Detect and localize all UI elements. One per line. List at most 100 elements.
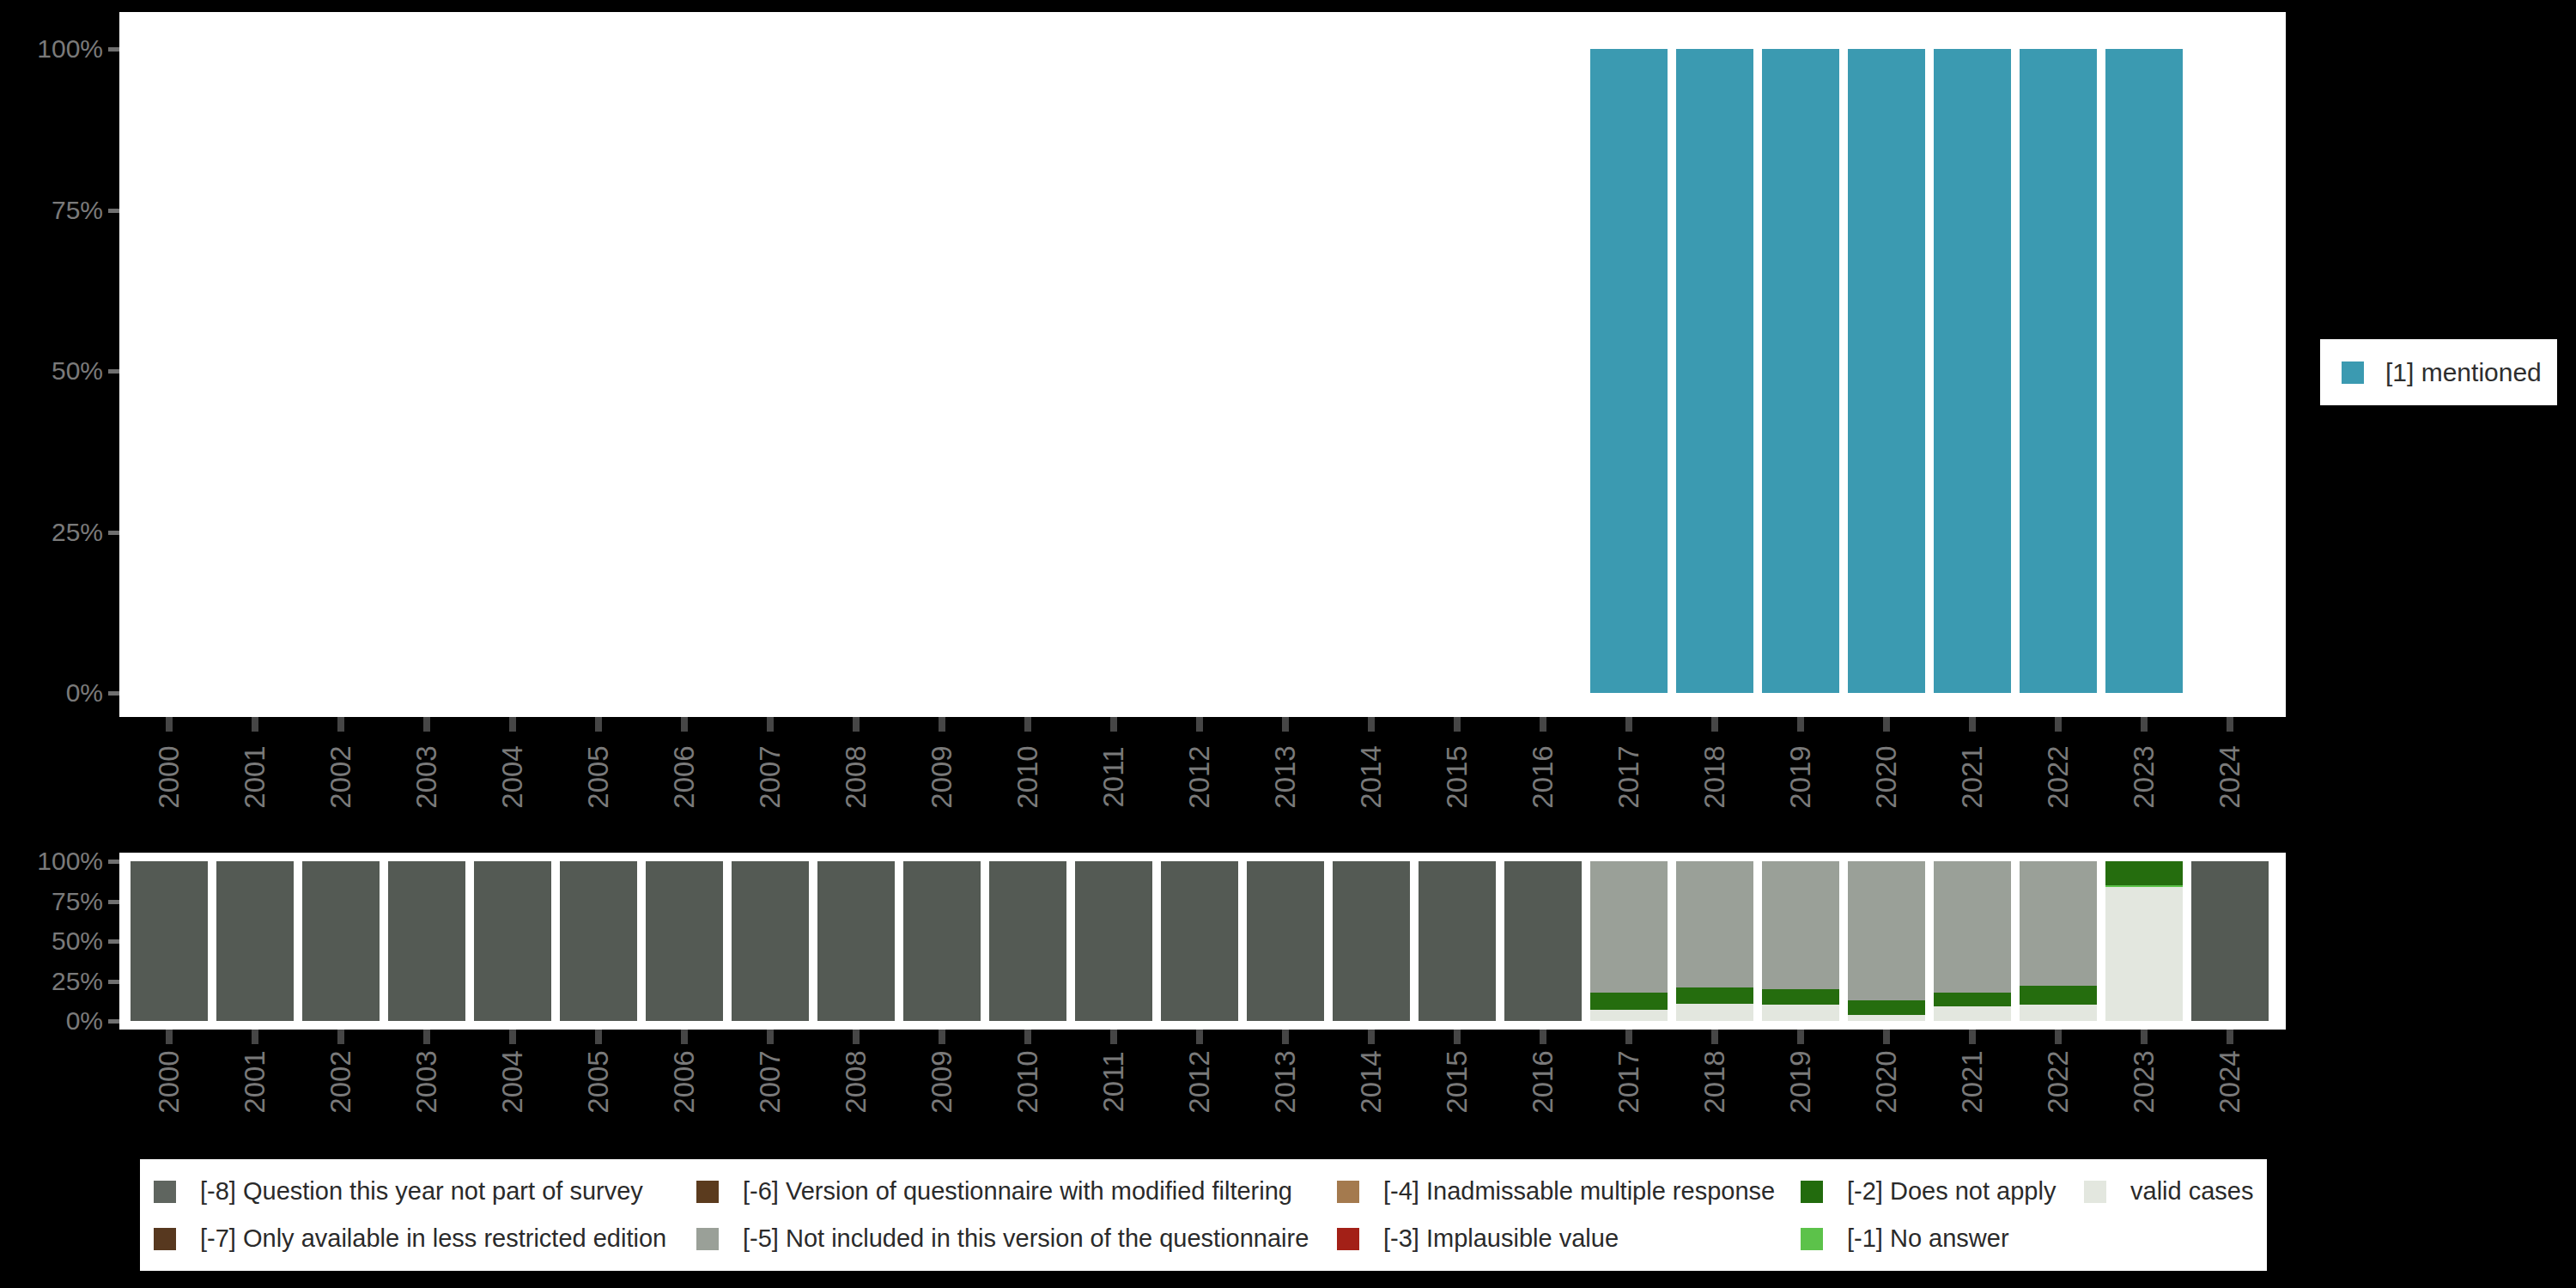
x-axis-year-label: 2007 xyxy=(756,726,785,829)
bar-segment-2018 xyxy=(1676,987,1753,1004)
x-axis-year-label: 2015 xyxy=(1443,1030,1472,1133)
legend-swatch xyxy=(154,1181,176,1203)
x-axis-year-label: 2021 xyxy=(1958,726,1987,829)
x-axis-year-label: 2004 xyxy=(498,726,527,829)
y-axis-tick-label: 75% xyxy=(0,889,103,914)
legend-item: [-2] Does not apply xyxy=(1801,1168,2084,1215)
bar-segment-2018 xyxy=(1676,1004,1753,1021)
bar-segment-2008 xyxy=(817,861,895,1021)
bar-segment-2023 xyxy=(2105,861,2183,885)
y-axis-tick-label: 100% xyxy=(0,36,103,62)
legend-item: [-6] Version of questionnaire with modif… xyxy=(696,1168,1337,1215)
x-axis-year-label: 2019 xyxy=(1786,726,1815,829)
x-axis-year-label: 2016 xyxy=(1528,726,1558,829)
x-axis-year-label: 2022 xyxy=(2044,1030,2073,1133)
bar-segment-2022 xyxy=(2020,861,2097,986)
y-axis-tick-label: 0% xyxy=(0,1008,103,1034)
bar-segment-2021 xyxy=(1934,49,2011,693)
legend-swatch xyxy=(1801,1181,1823,1203)
bar-segment-2019 xyxy=(1762,49,1839,693)
x-axis-year-label: 2002 xyxy=(326,726,355,829)
bar-segment-2022 xyxy=(2020,1005,2097,1021)
x-axis-year-label: 2001 xyxy=(240,726,270,829)
bar-segment-2017 xyxy=(1590,49,1668,693)
bar-segment-2017 xyxy=(1590,1010,1668,1021)
x-axis-year-label: 2013 xyxy=(1271,726,1300,829)
values-chart-panel xyxy=(119,12,2286,717)
bar-segment-2023 xyxy=(2105,887,2183,1021)
legend-label: [-8] Question this year not part of surv… xyxy=(200,1177,643,1206)
bar-segment-2015 xyxy=(1419,861,1496,1021)
bar-segment-2004 xyxy=(474,861,551,1021)
bar-segment-2003 xyxy=(388,861,465,1021)
x-axis-year-label: 2008 xyxy=(841,726,871,829)
legend-item: [-8] Question this year not part of surv… xyxy=(154,1168,696,1215)
y-axis-tick xyxy=(108,900,119,904)
x-axis-year-label: 2012 xyxy=(1185,1030,1214,1133)
legend-swatch xyxy=(696,1181,719,1203)
x-axis-year-label: 2014 xyxy=(1357,1030,1386,1133)
bar-segment-2007 xyxy=(732,861,809,1021)
legend-item: [-1] No answer xyxy=(1801,1215,2084,1262)
x-axis-year-label: 2006 xyxy=(670,726,699,829)
legend-label: [-1] No answer xyxy=(1847,1224,2009,1253)
legend-item: [-4] Inadmissable multiple response xyxy=(1337,1168,1801,1215)
x-axis-year-label: 2018 xyxy=(1700,1030,1729,1133)
bar-segment-2022 xyxy=(2020,49,2097,693)
x-axis-year-label: 2021 xyxy=(1958,1030,1987,1133)
x-axis-year-label: 2004 xyxy=(498,1030,527,1133)
bar-segment-2018 xyxy=(1676,861,1753,987)
x-axis-year-label: 2014 xyxy=(1357,726,1386,829)
y-axis-tick xyxy=(108,209,119,213)
legend-label: [-3] Implausible value xyxy=(1383,1224,1619,1253)
x-axis-year-label: 2020 xyxy=(1872,726,1901,829)
bar-segment-2020 xyxy=(1848,1015,1925,1021)
x-axis-year-label: 2006 xyxy=(670,1030,699,1133)
bar-segment-2010 xyxy=(989,861,1066,1021)
bar-segment-2024 xyxy=(2191,861,2269,1021)
y-axis-tick-label: 25% xyxy=(0,519,103,545)
x-axis-year-label: 2000 xyxy=(155,1030,184,1133)
bar-segment-2016 xyxy=(1504,861,1582,1021)
x-axis-year-label: 2013 xyxy=(1271,1030,1300,1133)
legend-label: [-2] Does not apply xyxy=(1847,1177,2056,1206)
x-axis-year-label: 2005 xyxy=(584,1030,613,1133)
legend-label: [-6] Version of questionnaire with modif… xyxy=(743,1177,1292,1206)
y-axis-tick-label: 75% xyxy=(0,197,103,223)
bar-segment-2014 xyxy=(1333,861,1410,1021)
bar-segment-2017 xyxy=(1590,861,1668,993)
x-axis-year-label: 2020 xyxy=(1872,1030,1901,1133)
x-axis-year-label: 2008 xyxy=(841,1030,871,1133)
missings-legend: [-8] Question this year not part of surv… xyxy=(140,1159,2267,1271)
x-axis-year-label: 2023 xyxy=(2129,726,2159,829)
bar-segment-2020 xyxy=(1848,861,1925,1000)
x-axis-year-label: 2015 xyxy=(1443,726,1472,829)
bar-segment-2009 xyxy=(903,861,981,1021)
legend-swatch xyxy=(1337,1181,1359,1203)
y-axis-tick xyxy=(108,47,119,52)
y-axis-tick xyxy=(108,531,119,535)
y-axis-tick xyxy=(108,691,119,696)
x-axis-year-label: 2000 xyxy=(155,726,184,829)
y-axis-tick xyxy=(108,860,119,864)
bar-segment-2005 xyxy=(560,861,637,1021)
x-axis-year-label: 2016 xyxy=(1528,1030,1558,1133)
bar-segment-2000 xyxy=(131,861,208,1021)
bar-segment-2011 xyxy=(1075,861,1152,1021)
x-axis-year-label: 2003 xyxy=(412,1030,441,1133)
bar-segment-2021 xyxy=(1934,993,2011,1007)
x-axis-year-label: 2024 xyxy=(2215,1030,2245,1133)
x-axis-year-label: 2010 xyxy=(1013,726,1042,829)
legend-label: [-5] Not included in this version of the… xyxy=(743,1224,1309,1253)
values-chart-legend: [1] mentioned xyxy=(2320,339,2557,405)
x-axis-year-label: 2009 xyxy=(927,1030,957,1133)
y-axis-tick xyxy=(108,369,119,374)
legend-swatch xyxy=(154,1228,176,1250)
y-axis-tick xyxy=(108,980,119,984)
bar-segment-2023 xyxy=(2105,49,2183,693)
bar-segment-2019 xyxy=(1762,1005,1839,1021)
bar-segment-2017 xyxy=(1590,993,1668,1010)
legend-item: [-5] Not included in this version of the… xyxy=(696,1215,1337,1262)
legend-item: [-7] Only available in less restricted e… xyxy=(154,1215,696,1262)
bar-segment-2021 xyxy=(1934,861,2011,993)
